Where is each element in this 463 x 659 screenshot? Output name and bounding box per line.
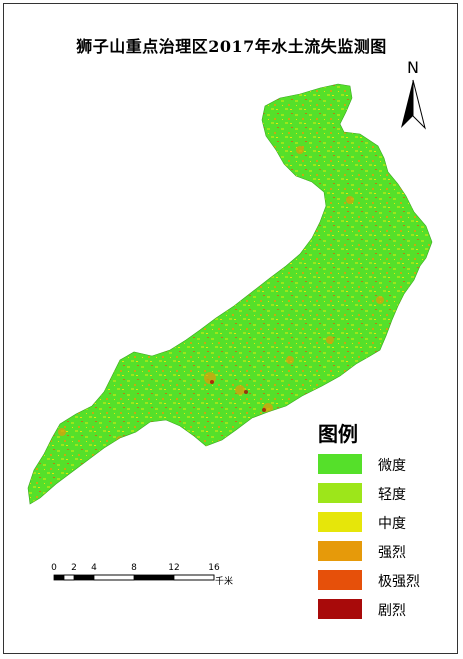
scale-tick-4: 4	[91, 563, 97, 573]
legend-swatch	[318, 599, 362, 619]
scale-tick-0: 0	[51, 563, 57, 573]
scale-tick-8: 8	[131, 563, 137, 573]
legend-item: 极强烈	[318, 570, 458, 590]
legend-swatch	[318, 512, 362, 532]
legend-label: 中度	[378, 516, 406, 532]
legend-label: 轻度	[378, 487, 406, 503]
legend-item: 剧烈	[318, 599, 458, 619]
north-arrow: N	[393, 58, 433, 133]
legend-label: 剧烈	[378, 603, 406, 619]
legend-label: 强烈	[378, 545, 406, 561]
scale-tick-16: 16	[208, 563, 220, 573]
legend-item: 强烈	[318, 541, 458, 561]
scale-tick-2: 2	[71, 563, 77, 573]
map-title: 狮子山重点治理区2017年水土流失监测图	[76, 37, 387, 56]
erosion-hotspots	[58, 146, 384, 444]
scale-bar: 0 2 4 8 12 16 千米	[48, 563, 248, 593]
legend-label: 极强烈	[378, 574, 420, 590]
north-arrow-right-icon	[412, 79, 426, 130]
legend-item: 轻度	[318, 483, 458, 503]
legend-label: 微度	[378, 458, 406, 474]
north-letter: N	[407, 58, 419, 77]
legend-item: 微度	[318, 454, 458, 474]
north-arrow-left-icon	[401, 80, 413, 128]
legend-item: 中度	[318, 512, 458, 532]
scale-tick-12: 12	[168, 563, 180, 573]
legend-title: 图例	[318, 422, 358, 446]
map-frame	[3, 3, 458, 654]
legend-swatch	[318, 570, 362, 590]
legend-swatch	[318, 483, 362, 503]
legend-swatch	[318, 454, 362, 474]
scale-unit: 千米	[215, 577, 234, 587]
legend-swatch	[318, 541, 362, 561]
